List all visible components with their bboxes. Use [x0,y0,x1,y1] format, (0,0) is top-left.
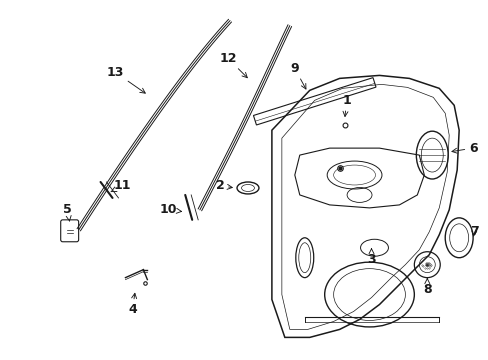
Text: 1: 1 [342,94,350,117]
Text: 4: 4 [128,293,137,316]
Text: 7: 7 [469,225,477,238]
Text: 8: 8 [422,279,431,296]
Text: 9: 9 [290,62,305,89]
Text: 5: 5 [63,203,72,221]
Text: 3: 3 [366,249,375,266]
Text: 12: 12 [219,52,247,78]
Text: 10: 10 [159,203,181,216]
Text: 11: 11 [111,180,131,193]
Text: 13: 13 [106,66,145,93]
Text: 2: 2 [215,180,232,193]
Text: 6: 6 [451,141,476,155]
